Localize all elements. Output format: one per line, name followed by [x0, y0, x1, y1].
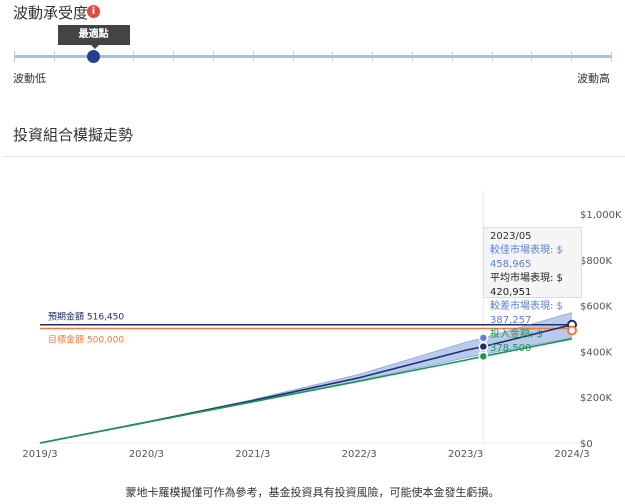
hover-point: [478, 341, 489, 352]
slider-tick[interactable]: [491, 51, 493, 62]
risk-tolerance-title: 波動承受度: [13, 4, 89, 22]
slider-tick[interactable]: [571, 51, 573, 62]
hover-point: [478, 351, 489, 362]
y-tick-label: $800K: [580, 256, 612, 267]
x-tick-label: 2023/3: [448, 449, 483, 460]
x-tick-label: 2021/3: [235, 449, 270, 460]
slider-tick[interactable]: [531, 51, 533, 62]
target-end-marker: [567, 325, 577, 336]
y-tick-label: $0: [580, 439, 593, 450]
y-tick-label: $600K: [580, 302, 612, 313]
slider-tick[interactable]: [173, 51, 175, 62]
divider: [3, 156, 625, 157]
high-volatility-label: 波動高: [577, 72, 610, 85]
x-tick-label: 2022/3: [342, 449, 377, 460]
slider-tick[interactable]: [133, 51, 135, 62]
x-tick-label: 2019/3: [22, 449, 57, 460]
y-tick-label: $200K: [580, 393, 612, 404]
slider-tick[interactable]: [252, 51, 254, 62]
slider-tick[interactable]: [292, 51, 294, 62]
slider-tick[interactable]: [53, 51, 55, 62]
y-tick-label: $400K: [580, 347, 612, 358]
slider-tick[interactable]: [332, 51, 334, 62]
tooltip-title: 2023/05: [490, 231, 532, 242]
x-tick-label: 2024/3: [554, 449, 589, 460]
y-tick-label: $1,000K: [580, 210, 622, 221]
low-volatility-label: 波動低: [13, 72, 46, 85]
slider-tick[interactable]: [451, 51, 453, 62]
x-tick-label: 2020/3: [129, 449, 164, 460]
tooltip-row: 平均市場表現: $ 420,951: [490, 273, 563, 298]
reference-label: 預期金額 516,450: [48, 311, 124, 323]
slider-tick[interactable]: [412, 51, 413, 62]
slider-tick[interactable]: [14, 51, 15, 62]
slider-tick[interactable]: [372, 51, 374, 62]
disclaimer: 蒙地卡羅模擬僅可作為參考，基金投資具有投資風險，可能使本金發生虧損。: [125, 486, 500, 499]
reference-label: 目標金額 500,000: [48, 334, 124, 346]
tooltip-row: 較佳市場表現: $ 458,965: [490, 245, 563, 270]
info-icon[interactable]: i: [87, 5, 100, 18]
risk-slider-track[interactable]: [14, 51, 612, 62]
tooltip-row: 較差市場表現: $ 387,257: [490, 301, 563, 326]
hover-point: [478, 333, 489, 343]
chart-tooltip: 2023/05 較佳市場表現: $ 458,965 平均市場表現: $ 420,…: [483, 227, 582, 354]
slider-tooltip: 最適點: [57, 25, 130, 49]
tooltip-row: 投入金額: $ 378,500: [490, 329, 543, 354]
risk-slider-handle[interactable]: [87, 50, 101, 63]
slider-tick[interactable]: [213, 51, 214, 62]
slider-tick[interactable]: [611, 51, 612, 62]
section-title: 投資組合模擬走勢: [13, 126, 134, 144]
